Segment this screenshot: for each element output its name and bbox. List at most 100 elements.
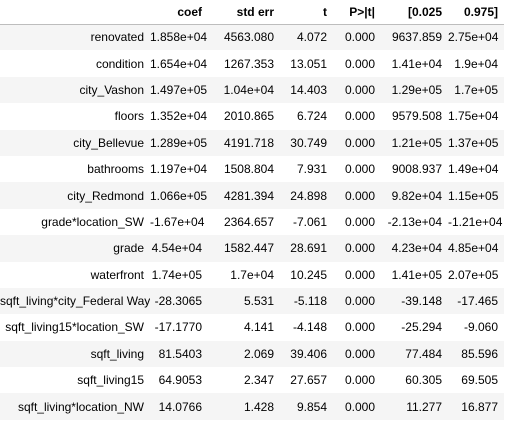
t-cell: -5.118 [293,294,327,309]
coef-cell: 1.289e+05 [150,135,208,150]
ci-lower-cell: 9.82e+04 [391,188,442,203]
coef-cell: 1.858e+04 [150,30,208,45]
ci-upper-cell: 2.07e+05 [448,267,499,282]
row-label-cell: city_Bellevue [73,135,144,150]
coef-cell: -17.1770 [154,320,202,335]
table-row: city_Bellevue 1.289e+05 4191.718 30.749 0.00… [0,129,504,156]
ci-upper-cell: 85.596 [461,346,498,361]
row-label-cell: sqft_living15 [77,373,144,388]
ci-lower-cell: 9008.937 [391,162,442,177]
row-label-cell: sqft_living [90,346,144,361]
table-row: grade 4.54e+04 1582.447 28.691 0.000 4.23e+04… [0,235,504,262]
std-err-cell: 1.7e+04 [230,267,274,282]
table-row: waterfront 1.74e+05 1.7e+04 10.245 0.000 1.41… [0,261,504,288]
row-label-cell: city_Vashon [79,82,144,97]
p-value-cell: 0.000 [344,294,375,309]
t-cell: 7.931 [296,162,327,177]
std-err-cell: 1.04e+04 [223,82,274,97]
row-label-cell: waterfront [90,267,144,282]
header-row: coef std err t P>|t| [0.025 0.975] [0,0,504,24]
table-row: sqft_living*location_NW 14.0766 1.428 9.854… [0,393,504,420]
p-value-cell: 0.000 [344,109,375,124]
table-row: sqft_living15*location_SW -17.1770 4.141 -4… [0,314,504,341]
table-row: city_Redmond 1.066e+05 4281.394 24.898 0.000… [0,182,504,209]
p-value-cell: 0.000 [344,56,375,71]
t-cell: 10.245 [290,267,327,282]
ci-upper-cell: 16.877 [461,399,498,414]
ci-lower-cell: 1.29e+05 [391,82,442,97]
t-cell: 9.854 [296,399,327,414]
std-err-cell: 4.141 [243,320,274,335]
table-row: sqft_living15 64.9053 2.347 27.657 0.000 60.3… [0,367,504,394]
ci-lower-cell: -2.13e+04 [387,214,442,229]
std-err-cell: 1.428 [243,399,274,414]
coef-cell: -1.67e+04 [150,214,205,229]
header-cell-p-value: P>|t| [349,4,375,19]
t-cell: -4.148 [292,320,327,335]
ci-lower-cell: 11.277 [406,399,442,414]
t-cell: 13.051 [290,56,327,71]
t-cell: 24.898 [290,188,327,203]
std-err-cell: 5.531 [243,294,274,309]
t-cell: -7.061 [292,214,327,229]
t-cell: 30.749 [290,135,327,150]
ci-upper-cell: 69.505 [461,373,498,388]
std-err-cell: 1267.353 [223,56,274,71]
header-cell-t: t [323,4,327,19]
table-row: city_Vashon 1.497e+05 1.04e+04 14.403 0.000 1… [0,76,504,104]
p-value-cell: 0.000 [344,320,375,335]
p-value-cell: 0.000 [344,214,375,229]
table-header: coef std err t P>|t| [0.025 0.975] [0,0,504,24]
t-cell: 39.406 [290,346,327,361]
coef-cell: 1.497e+05 [150,82,208,97]
std-err-cell: 4191.718 [223,135,274,150]
coef-cell: 81.5403 [158,346,202,361]
ci-upper-cell: 1.7e+05 [454,82,498,97]
std-err-cell: 1582.447 [223,241,274,256]
ci-upper-cell: 1.75e+04 [448,109,499,124]
coef-cell: 64.9053 [158,373,202,388]
ci-upper-cell: 1.9e+04 [454,56,498,71]
p-value-cell: 0.000 [344,82,375,97]
p-value-cell: 0.000 [344,30,375,45]
coef-cell: 1.74e+05 [151,267,202,282]
table-row: floors 1.352e+04 2010.865 6.724 0.000 9579.50… [0,103,504,130]
table-row: renovated 1.858e+04 4563.080 4.072 0.000 9637… [0,24,504,51]
ci-upper-cell: 1.49e+04 [448,162,499,177]
std-err-cell: 4563.080 [223,30,274,45]
row-label-cell: grade*location_SW [41,214,144,229]
ci-lower-cell: 1.41e+05 [391,267,442,282]
coef-cell: -28.3065 [154,294,202,309]
header-cell-ci-lower: [0.025 [407,4,442,19]
row-label-cell: sqft_living15*location_SW [5,320,144,335]
row-label-cell: sqft_living*city_Federal Way [0,294,150,309]
row-label-cell: condition [95,56,144,71]
header-cell-ci-upper: 0.975] [463,4,498,19]
t-cell: 6.724 [296,109,327,124]
t-cell: 28.691 [290,241,327,256]
p-value-cell: 0.000 [344,135,375,150]
ci-lower-cell: 4.23e+04 [391,241,442,256]
ci-upper-cell: -9.060 [463,320,498,335]
ci-lower-cell: 9579.508 [391,109,442,124]
std-err-cell: 1508.804 [223,162,274,177]
ci-upper-cell: 1.37e+05 [448,135,499,150]
header-cell-index [0,0,150,24]
header-cell-coef: coef [177,4,202,19]
row-label-cell: bathrooms [87,162,144,177]
ci-lower-cell: 1.21e+05 [391,135,442,150]
p-value-cell: 0.000 [344,373,375,388]
p-value-cell: 0.000 [344,241,375,256]
row-label-cell: floors [114,109,144,124]
ci-lower-cell: 9637.859 [391,30,442,45]
ci-lower-cell: -25.294 [401,320,442,335]
p-value-cell: 0.000 [344,267,375,282]
std-err-cell: 2.069 [243,346,274,361]
ci-lower-cell: 1.41e+04 [391,56,442,71]
coef-cell: 4.54e+04 [151,241,202,256]
std-err-cell: 2.347 [243,373,274,388]
ci-upper-cell: 1.15e+05 [448,188,499,203]
row-label-cell: sqft_living*location_NW [17,399,144,414]
